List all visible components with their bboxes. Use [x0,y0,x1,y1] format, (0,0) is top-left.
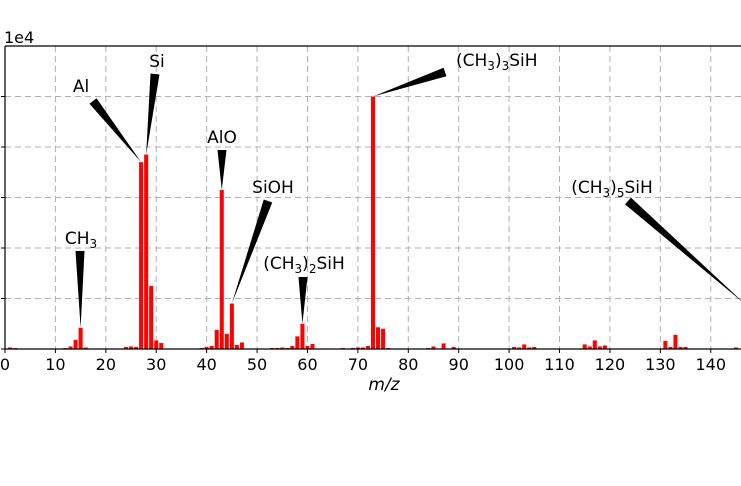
x-tick-label: 90 [449,355,469,374]
x-tick-label: 40 [196,355,216,374]
bar [370,96,376,349]
bar [592,340,597,349]
annotation-label-sioh: SiOH [252,178,294,198]
bar [159,342,164,349]
x-tick-label: 100 [494,355,525,374]
y-multiplier-label: 1e4 [4,28,34,47]
annotation-arrow [89,98,142,163]
bar [365,345,370,349]
x-tick-label: 70 [348,355,368,374]
x-tick-label: 50 [247,355,267,374]
bar [123,346,129,349]
bar [144,154,149,349]
bar [224,333,229,349]
annotation-label-ch32sih: (CH3)2SiH [263,254,345,276]
x-axis-label: m/z [368,375,400,395]
annotation-label-alo: AlO [207,128,237,148]
bar [209,345,214,349]
bar [582,344,587,349]
bar [663,340,668,349]
annotations: CH3 Al Si AlO SiOH (CH3)2SiH (CH3)3SiH (CH3)5Si… [65,51,741,328]
bar [219,189,224,349]
bar [431,346,436,349]
bar [597,346,602,349]
grid-lines [5,46,741,349]
bar [229,303,234,349]
annotation-arrow [217,149,227,190]
bar [154,340,159,349]
bar [139,162,144,349]
bar [381,328,386,349]
annotation-label-al: Al [73,77,89,97]
bar [68,346,73,349]
annotation-arrow [625,197,741,301]
x-tick-label: 30 [146,355,166,374]
bar [602,345,607,349]
x-tick-label: 20 [96,355,116,374]
bar [134,346,139,349]
bar [73,339,78,349]
annotation-arrow [231,199,273,304]
x-tick-label: 0 [0,355,10,374]
x-tick-label: 110 [544,355,575,374]
annotation-label-ch33sih: (CH3)3SiH [456,51,538,73]
bar [290,345,295,349]
bar [587,346,592,349]
bar [532,346,537,349]
x-tick-label: 130 [645,355,676,374]
annotation-arrow [146,73,160,155]
bar [360,347,365,349]
bar [527,347,532,349]
annotation-arrow [373,67,447,97]
x-tick-label: 10 [45,355,65,374]
bar [280,347,285,349]
x-tick-label: 120 [595,355,626,374]
bar [678,346,683,349]
annotation-label-si: Si [149,52,165,72]
x-tick-label: 80 [398,355,418,374]
bar [300,323,305,349]
annotation-arrow [298,276,308,324]
x-tick-label: 60 [297,355,317,374]
bar [441,343,446,349]
bar [129,346,134,349]
bar [522,344,527,349]
x-tick-label: 140 [695,355,726,374]
bar [668,346,673,349]
bar [451,346,456,349]
bar [214,329,219,349]
bar [8,347,13,349]
bar [83,347,88,349]
bar [673,334,678,349]
bar [355,347,360,349]
axes [1,45,741,350]
bar [376,327,381,349]
bar [683,346,688,349]
bar [204,346,209,349]
annotation-label-ch3: CH3 [65,229,97,251]
bar [512,346,517,349]
bar [310,343,315,349]
bar [78,327,83,349]
x-ticks: 0 10 20 30 40 50 60 70 80 90 100 110 120 130 140 [0,349,726,374]
bar [733,347,738,349]
bars [8,96,738,349]
bar [305,345,310,349]
bar [239,342,244,349]
annotation-arrow [75,250,85,328]
bar [517,347,522,349]
bar [295,336,300,349]
bar [149,285,154,349]
bar [234,344,239,349]
annotation-label-ch35sih: (CH3)5SiH [571,178,653,200]
